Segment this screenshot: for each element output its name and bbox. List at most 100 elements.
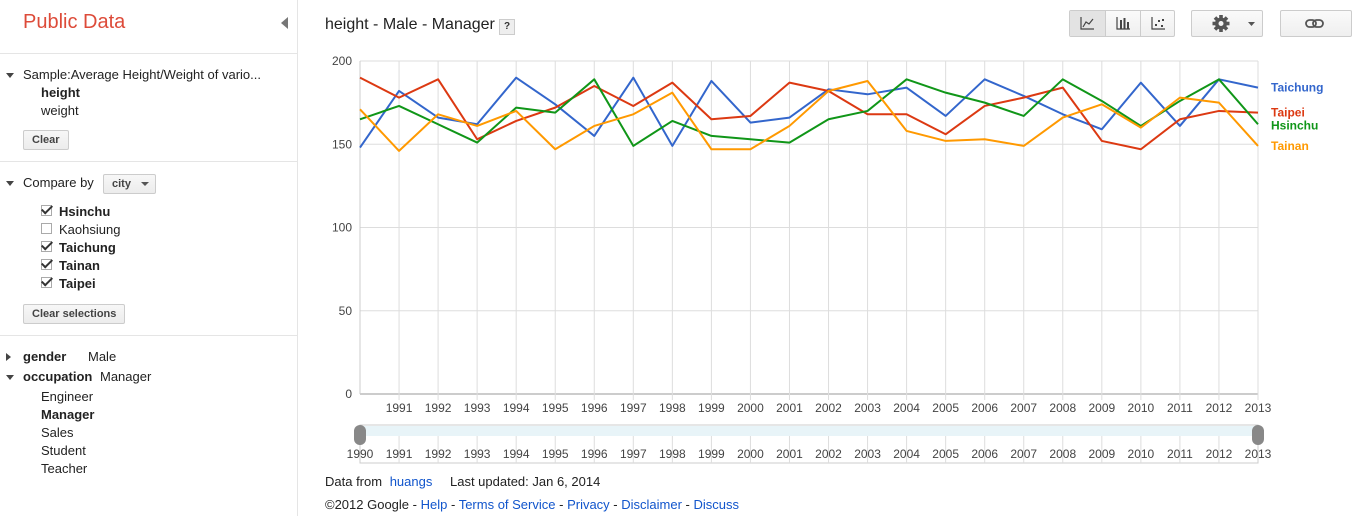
metric-height[interactable]: height [41,85,80,100]
x-tick-label: 2001 [776,401,803,415]
option-hsinchu[interactable]: Hsinchu [59,204,111,219]
range-tick-label: 2001 [776,447,803,461]
y-tick-label: 150 [332,137,352,151]
line-chart-icon [1080,17,1094,30]
dataset-label[interactable]: Sample:Average Height/Weight of vario... [23,67,261,82]
range-tick-label: 1994 [503,447,530,461]
x-tick-label: 2013 [1245,401,1272,415]
x-tick-label: 1992 [425,401,452,415]
range-tick-label: 2004 [893,447,920,461]
checkbox-hsinchu[interactable] [41,205,52,216]
checkbox-taipei[interactable] [41,277,52,288]
occupation-item-teacher[interactable]: Teacher [41,461,88,476]
range-tick-label: 1992 [425,447,452,461]
help-link[interactable]: Help [420,497,448,512]
option-taipei[interactable]: Taipei [59,276,96,291]
legend-label-taichung: Taichung [1271,81,1323,95]
range-tick-label: 2009 [1088,447,1115,461]
x-tick-label: 2005 [932,401,959,415]
privacy-link[interactable]: Privacy [567,497,610,512]
y-tick-label: 200 [332,54,352,68]
x-tick-label: 1994 [503,401,530,415]
footer-links: ©2012 Google - Help - Terms of Service -… [325,497,739,512]
settings-button[interactable] [1191,10,1263,37]
checkbox-kaohsiung[interactable] [41,223,52,234]
legend-label-tainan: Tainan [1271,139,1309,153]
series-line-hsinchu [359,78,1259,147]
x-tick-label: 2006 [971,401,998,415]
chart-title: height - Male - Manager [325,16,495,33]
gender-label[interactable]: gender [23,349,67,364]
range-tick-label: 1995 [542,447,569,461]
brand-title[interactable]: Public Data [23,11,126,33]
x-tick-label: 2011 [1167,401,1193,415]
range-tick-label: 2012 [1206,447,1233,461]
option-taichung[interactable]: Taichung [59,240,116,255]
x-tick-label: 2009 [1088,401,1115,415]
range-tick-label: 2007 [1010,447,1037,461]
range-tick-label: 2006 [971,447,998,461]
x-axis: 1991 1992 1993 1994 1995 1996 1997 1998 1999 2000… [386,401,1272,415]
series-line-taipei [359,76,1259,151]
expand-compare-icon[interactable] [6,181,14,186]
clear-selections-button[interactable]: Clear selections [23,304,126,324]
range-tick-label: 1999 [698,447,725,461]
checkbox-tainan[interactable] [41,259,52,270]
bar-chart-button[interactable] [1105,11,1141,36]
x-tick-label: 2002 [815,401,842,415]
metric-weight[interactable]: weight [41,103,79,118]
series-line-tainan [359,79,1259,152]
range-tick-label: 1998 [659,447,686,461]
x-tick-label: 2012 [1206,401,1233,415]
occupation-value: Manager [100,369,152,384]
occupation-item-engineer[interactable]: Engineer [41,389,94,404]
data-source-link[interactable]: huangs [389,474,433,489]
legend-label-taipei: Taipei [1271,106,1305,120]
occupation-item-sales[interactable]: Sales [41,425,74,440]
range-tick-label: 1993 [464,447,491,461]
divider [0,161,298,162]
x-tick-label: 2008 [1049,401,1076,415]
range-tick-label: 2002 [815,447,842,461]
disclaimer-link[interactable]: Disclaimer [621,497,682,512]
expand-gender-icon[interactable] [6,353,11,361]
y-tick-label: 0 [345,387,352,401]
data-source: Data from huangs Last updated: Jan 6, 20… [325,474,600,489]
y-tick-label: 100 [332,221,352,235]
compare-dropdown[interactable]: city [103,174,156,194]
range-tick-label: 2011 [1167,447,1193,461]
gender-value: Male [88,349,117,364]
range-tick-label: 2000 [737,447,764,461]
help-button[interactable]: ? [499,19,515,35]
compare-dropdown-value: city [112,178,131,190]
line-chart-button[interactable] [1070,11,1105,36]
option-kaohsiung[interactable]: Kaohsiung [59,222,121,237]
scatter-chart-button[interactable] [1140,11,1176,36]
chart-type-switcher [1069,10,1175,37]
x-tick-label: 2003 [854,401,881,415]
x-tick-label: 1991 [386,401,413,415]
checkbox-taichung[interactable] [41,241,52,252]
terms-link[interactable]: Terms of Service [458,497,556,512]
occupation-item-manager[interactable]: Manager [41,407,95,422]
collapse-sidebar-icon[interactable] [281,17,288,29]
expand-dataset-icon[interactable] [6,73,14,78]
range-tick-label: 1990 [347,447,374,461]
range-handle-right[interactable] [1252,425,1264,445]
collapse-occupation-icon[interactable] [6,375,14,380]
scatter-chart-icon [1151,17,1165,30]
clear-metric-button[interactable]: Clear [23,130,69,150]
time-range-slider[interactable]: 1990 1991 1992 1993 1994 1995 1996 1997 1998 1999… [347,424,1272,464]
option-tainan[interactable]: Tainan [59,258,100,273]
link-icon [1305,19,1324,28]
occupation-label[interactable]: occupation [23,369,93,384]
range-tick-label: 2013 [1245,447,1272,461]
discuss-link[interactable]: Discuss [693,497,739,512]
occupation-item-student[interactable]: Student [41,443,86,458]
link-button[interactable] [1280,10,1352,37]
range-handle-left[interactable] [354,425,366,445]
gear-icon [1212,15,1255,32]
data-from-label: Data from [325,474,383,489]
